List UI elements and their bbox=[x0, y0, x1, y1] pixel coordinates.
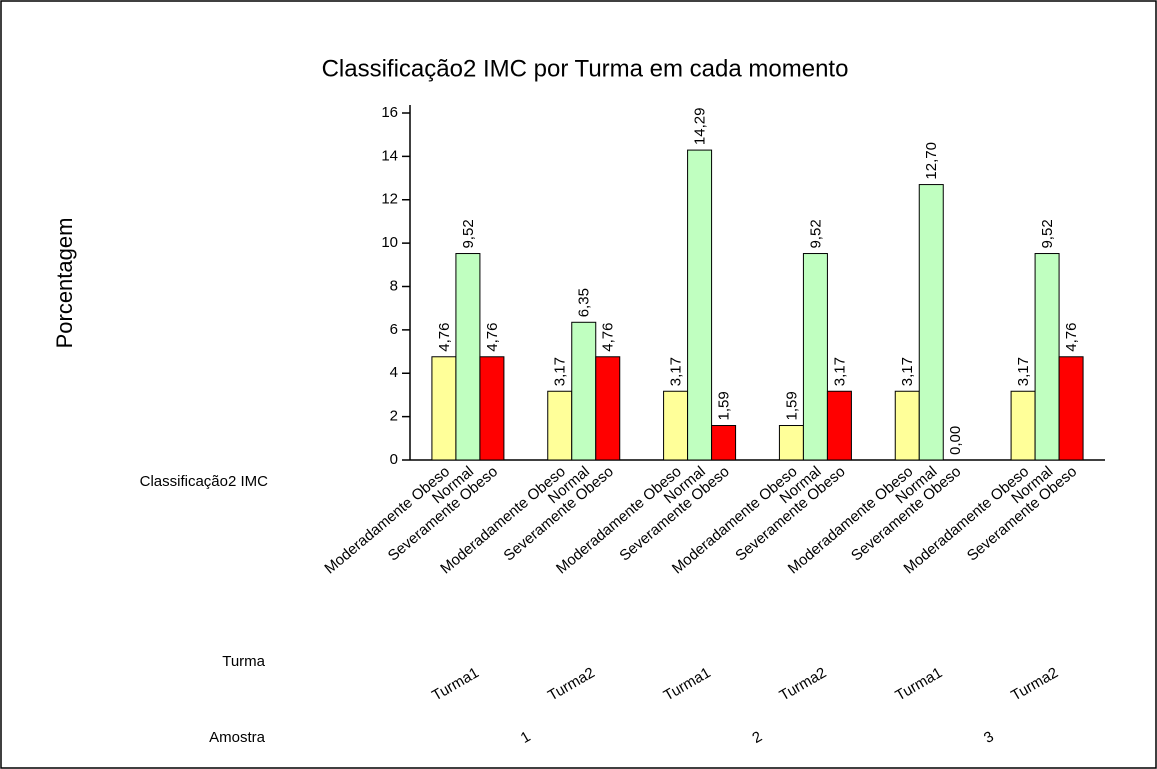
bar bbox=[802, 253, 828, 461]
bar bbox=[894, 390, 920, 461]
value-label: 3,17 bbox=[899, 357, 916, 386]
bar bbox=[1010, 390, 1036, 461]
value-label: 9,52 bbox=[460, 219, 477, 248]
value-label: 4,76 bbox=[484, 323, 501, 352]
value-label: 1,59 bbox=[716, 391, 733, 420]
y-tick-label: 8 bbox=[390, 277, 398, 294]
bar bbox=[1034, 253, 1060, 461]
y-tick-label: 12 bbox=[381, 191, 398, 208]
y-tick-label: 14 bbox=[381, 147, 398, 164]
bar bbox=[778, 425, 804, 461]
value-label: 9,52 bbox=[1039, 219, 1056, 248]
y-tick-label: 16 bbox=[381, 104, 398, 121]
y-tick-label: 10 bbox=[381, 234, 398, 251]
bar bbox=[571, 321, 597, 461]
bar bbox=[826, 390, 852, 461]
y-tick-label: 4 bbox=[390, 364, 398, 381]
value-label: 4,76 bbox=[1063, 323, 1080, 352]
y-tick-label: 0 bbox=[390, 451, 398, 468]
value-label: 3,17 bbox=[552, 357, 569, 386]
y-tick-label: 2 bbox=[390, 408, 398, 425]
value-label: 4,76 bbox=[436, 323, 453, 352]
level-name: Classificação2 IMC bbox=[140, 473, 269, 490]
chart-title: Classificação2 IMC por Turma em cada mom… bbox=[322, 55, 849, 82]
level-name: Amostra bbox=[209, 729, 266, 746]
value-label: 12,70 bbox=[923, 142, 940, 180]
value-label: 3,17 bbox=[1015, 357, 1032, 386]
bar bbox=[663, 390, 689, 461]
bar bbox=[431, 356, 457, 461]
bar bbox=[479, 356, 505, 461]
bar bbox=[455, 253, 481, 461]
value-label: 1,59 bbox=[783, 391, 800, 420]
bar bbox=[687, 149, 713, 461]
value-label: 3,17 bbox=[831, 357, 848, 386]
bar bbox=[547, 390, 573, 461]
value-label: 0,00 bbox=[947, 426, 964, 455]
bar bbox=[595, 356, 621, 461]
level-name: Turma bbox=[222, 653, 265, 670]
value-label: 3,17 bbox=[668, 357, 685, 386]
value-label: 6,35 bbox=[576, 288, 593, 317]
bar bbox=[711, 425, 737, 461]
y-axis-label: Porcentagem bbox=[52, 218, 77, 349]
bar bbox=[1058, 356, 1084, 461]
bar bbox=[918, 184, 944, 461]
value-label: 4,76 bbox=[600, 323, 617, 352]
y-tick-label: 6 bbox=[390, 321, 398, 338]
value-label: 9,52 bbox=[807, 219, 824, 248]
value-label: 14,29 bbox=[692, 108, 709, 146]
